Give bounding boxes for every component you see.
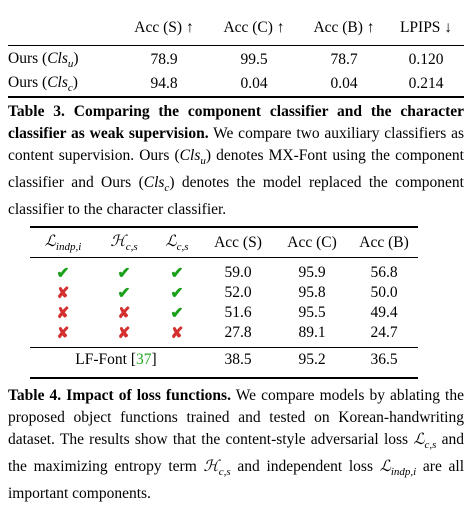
check-icon: ✔ (117, 284, 131, 302)
table3-method-cell: Ours (Clsc) (8, 73, 78, 95)
table4-cell: 52.0 (224, 284, 252, 301)
table3-header-row: Acc (S) ↑ Acc (C) ↑ Acc (B) ↑ LPIPS ↓ (8, 14, 464, 42)
table4-mark-cell: ✔ (30, 257, 96, 283)
check-icon: ✔ (170, 264, 184, 282)
table3-caption-label: Table 3. (8, 103, 65, 120)
table-row: Ours (Clsc) 94.8 0.04 0.04 0.214 (8, 72, 464, 96)
table3-header-lpips: LPIPS ↓ (399, 19, 453, 36)
table4-header-indp: ℒindp,i (44, 233, 82, 254)
table4-mark-cell: ✔ (152, 283, 202, 303)
check-icon: ✔ (170, 304, 184, 322)
table4-cell: 24.7 (370, 324, 398, 341)
table3-cell: 0.120 (408, 51, 444, 68)
table4-mid-rule (30, 257, 418, 258)
table4-mark-cell: ✔ (152, 257, 202, 283)
table4-cell: 95.8 (298, 284, 326, 301)
table4-mark-cell: ✘ (152, 323, 202, 343)
table4-cell: 95.2 (298, 351, 326, 368)
table3-bottom-rule (8, 96, 464, 98)
table3-caption-text: We compare two auxiliary classifiers as … (8, 125, 464, 164)
table3-caption-text: denotes MX-Font using the component clas… (8, 147, 464, 192)
table3-caption: Table 3. Comparing the component classif… (8, 103, 464, 219)
table4-body: ✔ ✔ ✔ 59.0 95.9 56.8 ✘ ✔ ✔ 52.0 95.8 50.0 ✘ ✘ ✔ 51.6 95.… (30, 257, 418, 343)
table4-caption-text: and the maximizing entropy term (8, 431, 465, 476)
table3-caption-title: Comparing the component classifier and t… (8, 103, 464, 142)
table3-cell: 78.7 (330, 51, 358, 68)
table4-cell: 50.0 (370, 284, 398, 301)
table-row: ✘ ✔ ✔ 52.0 95.8 50.0 (30, 283, 418, 303)
table4-caption-text: We compare models by ablating the propos… (8, 387, 464, 448)
table4-mark-cell: ✘ (30, 283, 96, 303)
table4-header-hcs: ℋc,s (110, 233, 138, 254)
table4-mark-cell: ✔ (96, 257, 152, 283)
table4-cell: 27.8 (224, 324, 252, 341)
table4-header-lcs: ℒc,s (165, 233, 189, 254)
table3-cell: 99.5 (240, 51, 268, 68)
cross-icon: ✘ (170, 324, 184, 342)
table3-method-cell: Ours (Clsu) (8, 49, 79, 71)
table3-cell: 78.9 (150, 51, 178, 68)
table3-cell: 0.214 (408, 75, 444, 92)
table3-header-acc-c: Acc (C) ↑ (223, 19, 285, 36)
cross-icon: ✘ (117, 324, 131, 342)
table3-mid-rule (8, 45, 464, 46)
cross-icon: ✘ (56, 324, 70, 342)
baseline-name: LF-Font (75, 351, 127, 368)
table3-caption-text: denotes the model replaced the component… (8, 174, 464, 219)
table3-header-acc-s: Acc (S) ↑ (134, 19, 194, 36)
table4-caption: Table 4. Impact of loss functions. We co… (8, 387, 465, 503)
table4-cell: 56.8 (370, 264, 398, 281)
table-row: ✘ ✘ ✘ 27.8 89.1 24.7 (30, 323, 418, 343)
table4-mark-cell: ✔ (96, 283, 152, 303)
table3: Acc (S) ↑ Acc (C) ↑ Acc (B) ↑ LPIPS ↓ Ou… (8, 14, 464, 96)
table4-mark-cell: ✘ (30, 323, 96, 343)
check-icon: ✔ (117, 264, 131, 282)
cross-icon: ✘ (56, 304, 70, 322)
table3-header-acc-b: Acc (B) ↑ (313, 19, 375, 36)
table4-mark-cell: ✘ (96, 323, 152, 343)
table4-cell: 89.1 (298, 324, 326, 341)
table4-caption-text: and independent loss (237, 458, 373, 476)
table4-top-rule (30, 226, 418, 228)
table3-header-method (8, 14, 120, 42)
table4-baseline-row: LF-Font [37] 38.5 95.2 36.5 (30, 343, 418, 373)
table4-cell: 51.6 (224, 304, 252, 321)
table4-header-acc-c: Acc (C) (287, 234, 337, 251)
table3-cell: 94.8 (150, 75, 178, 92)
cross-icon: ✘ (56, 284, 70, 302)
check-icon: ✔ (56, 264, 70, 282)
table-row: ✘ ✘ ✔ 51.6 95.5 49.4 (30, 303, 418, 323)
table4-caption-title: Impact of loss functions. (66, 387, 231, 404)
table4-cell: 95.5 (298, 304, 326, 321)
table4-cell: 36.5 (370, 351, 398, 368)
table-row: Ours (Clsu) 78.9 99.5 78.7 0.120 (8, 42, 464, 72)
table3-cell: 0.04 (330, 75, 358, 92)
table4-header-acc-b: Acc (B) (359, 234, 409, 251)
table4-cell: 95.9 (298, 264, 326, 281)
table4-bottom-rule (30, 377, 418, 379)
citation-link[interactable]: 37 (136, 351, 152, 368)
table4: ℒindp,i ℋc,s ℒc,s Acc (S) Acc (C) Acc (B… (30, 229, 418, 373)
table4-cell: 59.0 (224, 264, 252, 281)
table4-cell: 49.4 (370, 304, 398, 321)
table4-header-row: ℒindp,i ℋc,s ℒc,s Acc (S) Acc (C) Acc (B… (30, 229, 418, 257)
table3-top-rule (8, 6, 464, 7)
table-row: ✔ ✔ ✔ 59.0 95.9 56.8 (30, 257, 418, 283)
table4-header-acc-s: Acc (S) (214, 234, 262, 251)
table4-caption-text: are all important components. (8, 458, 465, 503)
table3-cell: 0.04 (240, 75, 268, 92)
table4-sep-rule (30, 347, 418, 348)
table4-mark-cell: ✘ (96, 303, 152, 323)
table4-mark-cell: ✘ (30, 303, 96, 323)
table4-baseline-method: LF-Font [37] (75, 351, 157, 368)
table4-cell: 38.5 (224, 351, 252, 368)
cross-icon: ✘ (117, 304, 131, 322)
table4-mark-cell: ✔ (152, 303, 202, 323)
check-icon: ✔ (170, 284, 184, 302)
table4-caption-label: Table 4. (8, 387, 62, 404)
